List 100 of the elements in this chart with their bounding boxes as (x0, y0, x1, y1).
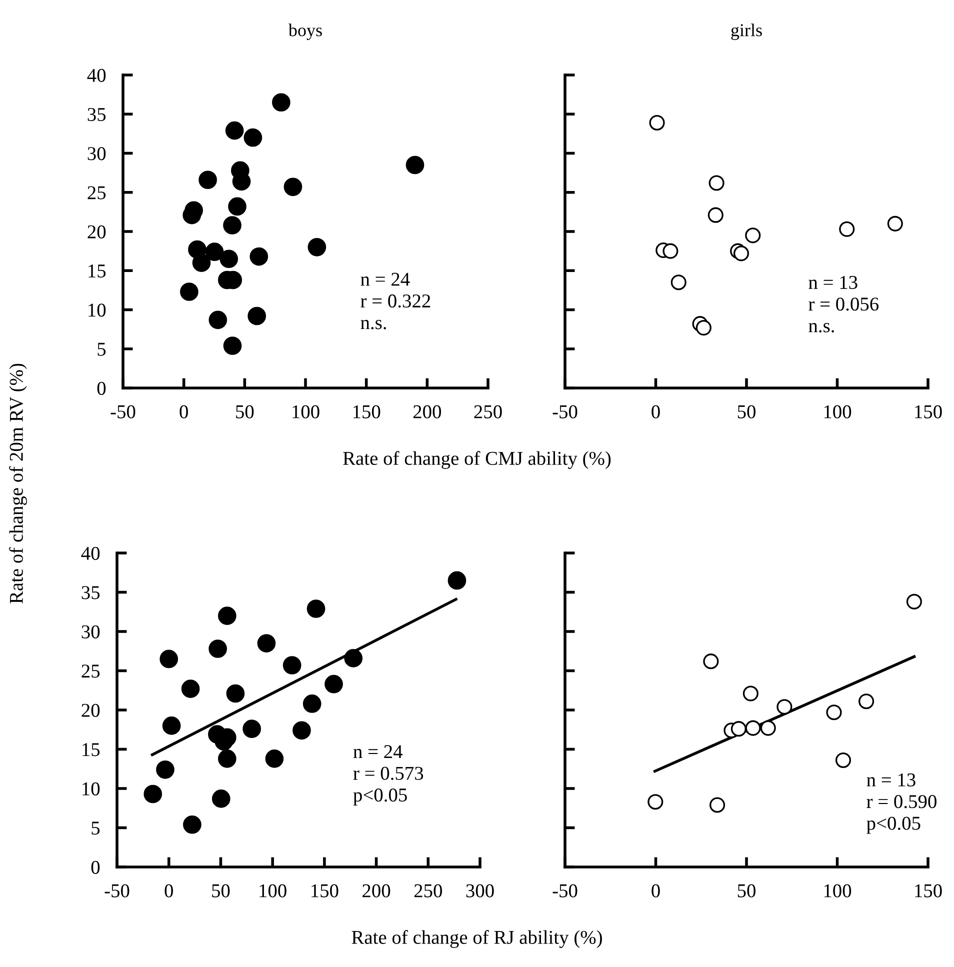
point (826, 704, 842, 720)
x-tick-label: 200 (413, 405, 442, 418)
point (344, 649, 363, 668)
x-tick-label: 50 (212, 884, 230, 898)
point (308, 238, 326, 256)
point (218, 606, 236, 625)
point (696, 320, 712, 336)
point (760, 720, 776, 736)
y-tick-label: 5 (92, 822, 100, 835)
annotation: n = 13 r = 0.590 p<0.05 (866, 773, 936, 834)
y-tick-label: 0 (91, 860, 100, 874)
x-tick-label: 0 (652, 884, 660, 898)
point (730, 721, 746, 737)
x-tick-label: -50 (552, 405, 578, 418)
y-axis-title: Rate of change of 20m RV (%) (9, 364, 27, 604)
point (198, 170, 217, 190)
x-tick-label: 0 (164, 884, 173, 898)
point (162, 716, 181, 735)
point (887, 216, 903, 232)
point (733, 246, 750, 262)
x-tick-label: 250 (474, 405, 502, 418)
x-tick-label: 0 (180, 405, 188, 418)
point (220, 250, 238, 268)
point (282, 656, 302, 674)
point (250, 247, 268, 266)
point (228, 197, 246, 216)
point (284, 178, 302, 196)
y-tick-label: 5 (98, 342, 106, 356)
point (703, 654, 719, 670)
x-tick-label: 50 (738, 884, 756, 898)
x-tick-label: 150 (312, 884, 338, 898)
x-tick-label: -50 (552, 884, 578, 898)
y-tick-label: 35 (82, 586, 100, 600)
y-tick-label: 15 (88, 264, 106, 278)
y-tick-label: 10 (88, 304, 106, 317)
point (292, 721, 311, 740)
point (858, 694, 874, 710)
point (649, 114, 665, 131)
point (181, 680, 200, 698)
x-tick-label: 100 (260, 884, 286, 898)
point (324, 674, 343, 694)
x-tick-label: 0 (652, 405, 660, 418)
annotation: n = 24 r = 0.322 n.s. (360, 272, 430, 330)
x-tick-label: 50 (236, 405, 254, 418)
point (156, 760, 174, 779)
point (742, 686, 758, 702)
point (835, 752, 852, 768)
y-tick-label: 35 (88, 108, 106, 122)
x-tick-label: 150 (915, 405, 942, 418)
point (242, 720, 261, 738)
point (244, 128, 262, 147)
point (180, 282, 198, 301)
y-tick-label: 20 (88, 225, 106, 238)
y-tick-label: 25 (88, 186, 106, 200)
point (670, 274, 686, 290)
x-tick-label: 100 (824, 405, 852, 418)
chart-title: boys (288, 24, 322, 40)
point (225, 121, 244, 140)
x-tick-label: 300 (466, 884, 494, 898)
point (302, 694, 322, 713)
point (272, 93, 290, 112)
point (776, 699, 792, 715)
x-tick-label: 200 (362, 884, 390, 898)
point (192, 254, 211, 272)
point (183, 815, 202, 834)
point (144, 784, 162, 804)
point (648, 794, 664, 810)
y-tick-label: 10 (82, 782, 100, 796)
x-tick-label: 50 (738, 405, 756, 418)
point (839, 221, 855, 237)
x-tick-label: 100 (824, 884, 852, 898)
point (662, 243, 678, 259)
y-tick-label: 30 (82, 625, 100, 638)
point (223, 216, 242, 234)
point (448, 571, 466, 590)
point (223, 336, 242, 355)
point (745, 720, 761, 736)
x-tick-label: 250 (414, 884, 442, 898)
point (265, 750, 284, 768)
point (406, 156, 424, 174)
x-tick-label: -50 (110, 405, 136, 418)
x-axis-title: Rate of change of CMJ ability (%) (343, 451, 611, 469)
point (257, 634, 276, 652)
point (205, 242, 224, 262)
x-tick-label: 100 (292, 405, 320, 418)
y-tick-label: 40 (81, 546, 100, 560)
x-tick-label: -50 (104, 884, 130, 898)
y-tick-label: 30 (88, 147, 106, 160)
point (710, 797, 726, 813)
point (160, 650, 178, 668)
point (306, 600, 326, 618)
point (745, 228, 761, 244)
point (212, 790, 230, 808)
annotation: n = 13 r = 0.056 n.s. (808, 276, 879, 332)
y-tick-label: 20 (82, 704, 100, 717)
point (226, 684, 245, 703)
point (208, 310, 228, 330)
x-tick-label: 150 (353, 405, 380, 418)
point (708, 175, 724, 191)
y-tick-label: 15 (82, 743, 100, 756)
